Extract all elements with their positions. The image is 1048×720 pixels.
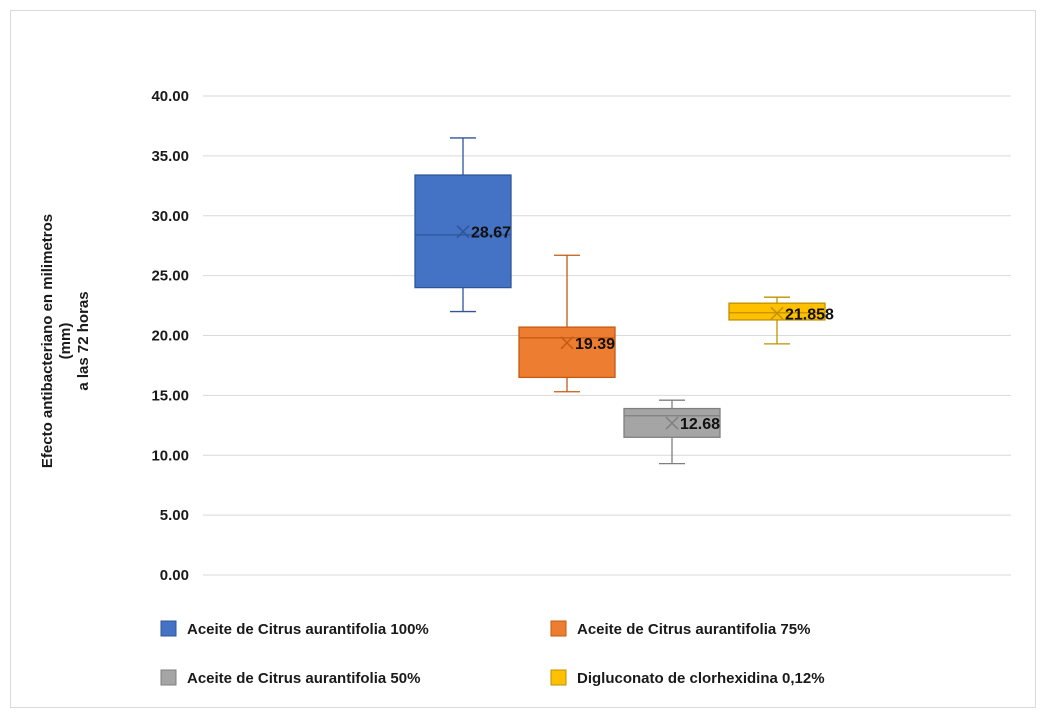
legend-item: Aceite de Citrus aurantifolia 50% bbox=[160, 669, 420, 687]
legend: Aceite de Citrus aurantifolia 100% Aceite… bbox=[160, 620, 825, 687]
y-tick-label: 35.00 bbox=[151, 148, 189, 165]
y-axis-label-line: a las 72 horas bbox=[75, 291, 92, 390]
mean-data-label: 28.67 bbox=[471, 225, 511, 242]
chart-svg: 0.00 5.00 10.00 15.00 20.00 25.00 30.00 35.00 40… bbox=[39, 88, 1011, 687]
box-plot-3: 12.68 bbox=[623, 399, 721, 465]
legend-item: Aceite de Citrus aurantifolia 100% bbox=[160, 620, 429, 638]
legend-label: Digluconato de clorhexidina 0,12% bbox=[577, 670, 825, 687]
y-tick-label: 30.00 bbox=[151, 208, 189, 225]
mean-data-label: 21.858 bbox=[785, 306, 834, 323]
mean-data-label: 12.68 bbox=[680, 416, 720, 433]
y-tick-label: 10.00 bbox=[151, 447, 189, 464]
legend-swatch bbox=[160, 669, 177, 686]
legend-label: Aceite de Citrus aurantifolia 50% bbox=[187, 670, 420, 687]
legend-label: Aceite de Citrus aurantifolia 75% bbox=[577, 621, 810, 638]
legend-swatch bbox=[160, 620, 177, 637]
box-plot-4: 21.858 bbox=[728, 296, 834, 345]
y-axis-label-line: (mm) bbox=[57, 323, 74, 360]
iqr-box bbox=[518, 326, 616, 379]
mean-marker bbox=[665, 416, 679, 430]
box-plot-1: 28.67 bbox=[414, 137, 512, 313]
legend-item: Digluconato de clorhexidina 0,12% bbox=[550, 669, 825, 687]
box-plots: 28.67 19.39 12.68 21.858 bbox=[414, 137, 834, 465]
mean-data-label: 19.39 bbox=[575, 336, 615, 353]
legend-label: Aceite de Citrus aurantifolia 100% bbox=[187, 621, 429, 638]
chart-frame: 0.00 5.00 10.00 15.00 20.00 25.00 30.00 35.00 40… bbox=[10, 10, 1036, 708]
y-tick-label: 0.00 bbox=[160, 567, 189, 584]
mean-marker bbox=[456, 225, 470, 239]
y-axis-ticks: 0.00 5.00 10.00 15.00 20.00 25.00 30.00 35.00 40… bbox=[151, 88, 189, 584]
y-tick-label: 40.00 bbox=[151, 88, 189, 105]
mean-marker bbox=[770, 306, 784, 320]
y-tick-label: 15.00 bbox=[151, 387, 189, 404]
legend-item: Aceite de Citrus aurantifolia 75% bbox=[550, 620, 810, 638]
y-tick-label: 20.00 bbox=[151, 328, 189, 345]
box-plot-2: 19.39 bbox=[518, 254, 616, 393]
y-tick-label: 5.00 bbox=[160, 507, 189, 524]
iqr-box bbox=[728, 302, 826, 321]
mean-marker bbox=[560, 336, 574, 350]
legend-swatch bbox=[550, 620, 567, 637]
legend-swatch bbox=[550, 669, 567, 686]
y-axis-label: Efecto antibacteriano en milimetros (mm) a… bbox=[39, 214, 92, 468]
y-tick-label: 25.00 bbox=[151, 268, 189, 285]
y-axis-label-line: Efecto antibacteriano en milimetros bbox=[39, 214, 56, 468]
